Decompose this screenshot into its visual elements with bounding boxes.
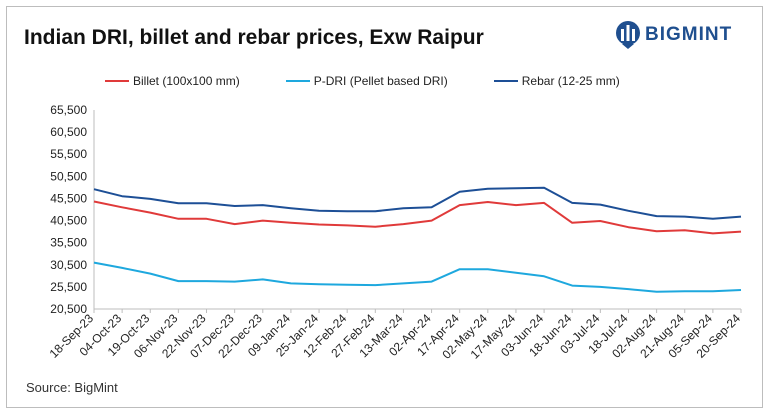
y-tick-label: 45,500: [50, 191, 87, 205]
chart-title: Indian DRI, billet and rebar prices, Exw…: [24, 26, 484, 49]
logo-text: BIGMINT: [645, 24, 733, 45]
series-line-billet: [93, 200, 742, 235]
y-tick-label: 65,500: [50, 103, 87, 117]
legend-swatch-rebar: [493, 80, 518, 82]
legend-label-rebar: Rebar (12-25 mm): [521, 74, 620, 88]
bigmint-logo-icon: [616, 21, 640, 49]
source-note: Source: BigMint: [26, 380, 118, 395]
y-tick-label: 50,500: [50, 169, 87, 183]
y-tick-label: 35,500: [50, 236, 87, 250]
legend-item-rebar: Rebar (12-25 mm): [493, 74, 620, 88]
y-tick-label: 30,500: [50, 258, 87, 272]
y-tick-label: 55,500: [50, 147, 87, 161]
series-line-rebar: [93, 186, 742, 220]
y-tick-label: 25,500: [50, 280, 87, 294]
series-line-pdri: [93, 261, 742, 293]
legend-swatch-pdri: [285, 80, 310, 82]
chart-frame: [6, 6, 763, 408]
y-tick-label: 40,500: [50, 214, 87, 228]
chart-legend: Billet (100x100 mm) P-DRI (Pellet based …: [105, 74, 646, 88]
legend-item-pdri: P-DRI (Pellet based DRI): [285, 74, 448, 88]
legend-swatch-billet: [105, 80, 129, 82]
legend-label-billet: Billet (100x100 mm): [133, 74, 240, 88]
y-tick-label: 20,500: [50, 302, 87, 316]
legend-item-billet: Billet (100x100 mm): [105, 74, 240, 88]
y-tick-label: 60,500: [50, 125, 87, 139]
legend-label-pdri: P-DRI (Pellet based DRI): [313, 74, 448, 88]
bigmint-logo: BIGMINT: [615, 18, 732, 52]
